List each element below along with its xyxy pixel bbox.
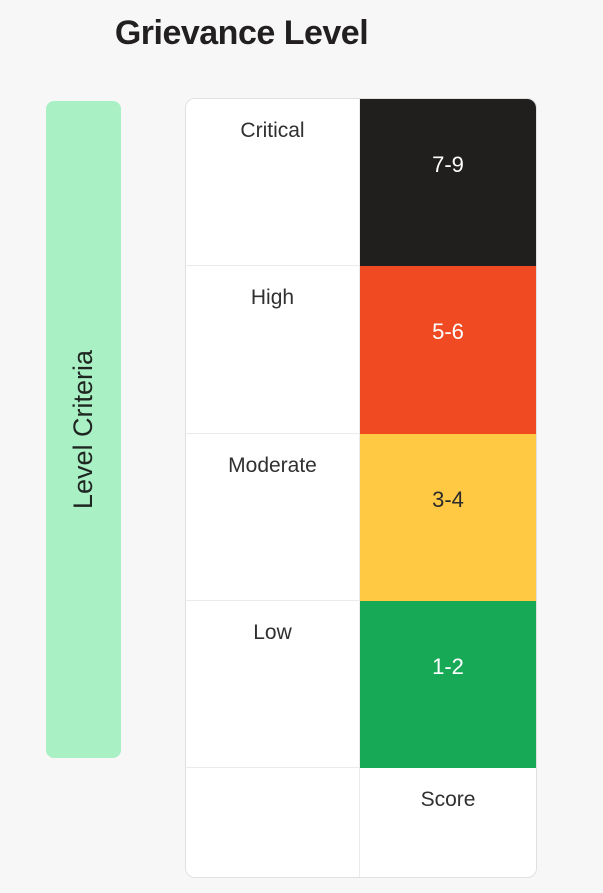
table-row-footer: Score (186, 768, 536, 877)
level-criteria-axis-bar: Level Criteria (46, 101, 121, 758)
grievance-level-table: Critical 7-9 High 5-6 Moderate 3-4 Low 1… (185, 98, 537, 878)
page-title: Grievance Level (114, 14, 369, 52)
level-label-moderate: Moderate (186, 434, 360, 601)
level-label-low: Low (186, 601, 360, 768)
footer-empty-cell (186, 768, 360, 877)
table-row-low: Low 1-2 (186, 601, 536, 768)
score-range-moderate: 3-4 (360, 434, 536, 601)
level-label-high: High (186, 266, 360, 434)
score-range-critical: 7-9 (360, 99, 536, 266)
level-criteria-axis-label: Level Criteria (68, 349, 98, 510)
table-row-moderate: Moderate 3-4 (186, 434, 536, 601)
score-range-low: 1-2 (360, 601, 536, 768)
score-column-header: Score (360, 768, 536, 877)
score-range-high: 5-6 (360, 266, 536, 434)
level-label-critical: Critical (186, 99, 360, 266)
table-row-high: High 5-6 (186, 266, 536, 434)
table-row-critical: Critical 7-9 (186, 99, 536, 266)
